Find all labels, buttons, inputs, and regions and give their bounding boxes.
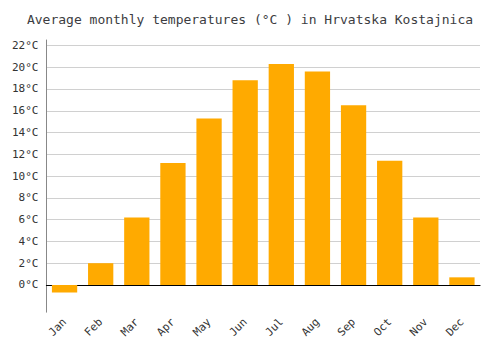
svg-text:12°C: 12°C bbox=[12, 148, 39, 161]
svg-text:4°C: 4°C bbox=[19, 235, 39, 248]
svg-text:10°C: 10°C bbox=[12, 170, 39, 183]
svg-text:18°C: 18°C bbox=[12, 82, 39, 95]
svg-text:Jun: Jun bbox=[227, 316, 250, 339]
svg-text:Jul: Jul bbox=[263, 316, 286, 339]
svg-text:Nov: Nov bbox=[407, 315, 430, 338]
svg-text:6°C: 6°C bbox=[19, 213, 39, 226]
svg-text:Dec: Dec bbox=[443, 316, 466, 339]
svg-text:8°C: 8°C bbox=[19, 191, 39, 204]
svg-text:Oct: Oct bbox=[371, 316, 394, 339]
svg-text:2°C: 2°C bbox=[19, 257, 39, 270]
svg-text:Average monthly temperatures (: Average monthly temperatures (°C ) in Hr… bbox=[27, 12, 473, 27]
svg-text:0°C: 0°C bbox=[19, 278, 39, 291]
svg-text:16°C: 16°C bbox=[12, 104, 39, 117]
svg-text:Feb: Feb bbox=[82, 316, 105, 339]
svg-text:Mar: Mar bbox=[118, 315, 141, 338]
svg-text:Aug: Aug bbox=[299, 316, 322, 339]
svg-text:May: May bbox=[190, 315, 213, 338]
svg-text:Apr: Apr bbox=[154, 315, 177, 338]
svg-text:14°C: 14°C bbox=[12, 126, 39, 139]
svg-text:20°C: 20°C bbox=[12, 61, 39, 74]
svg-text:Jan: Jan bbox=[46, 316, 69, 339]
svg-text:22°C: 22°C bbox=[12, 39, 39, 52]
svg-text:Sep: Sep bbox=[335, 316, 358, 339]
